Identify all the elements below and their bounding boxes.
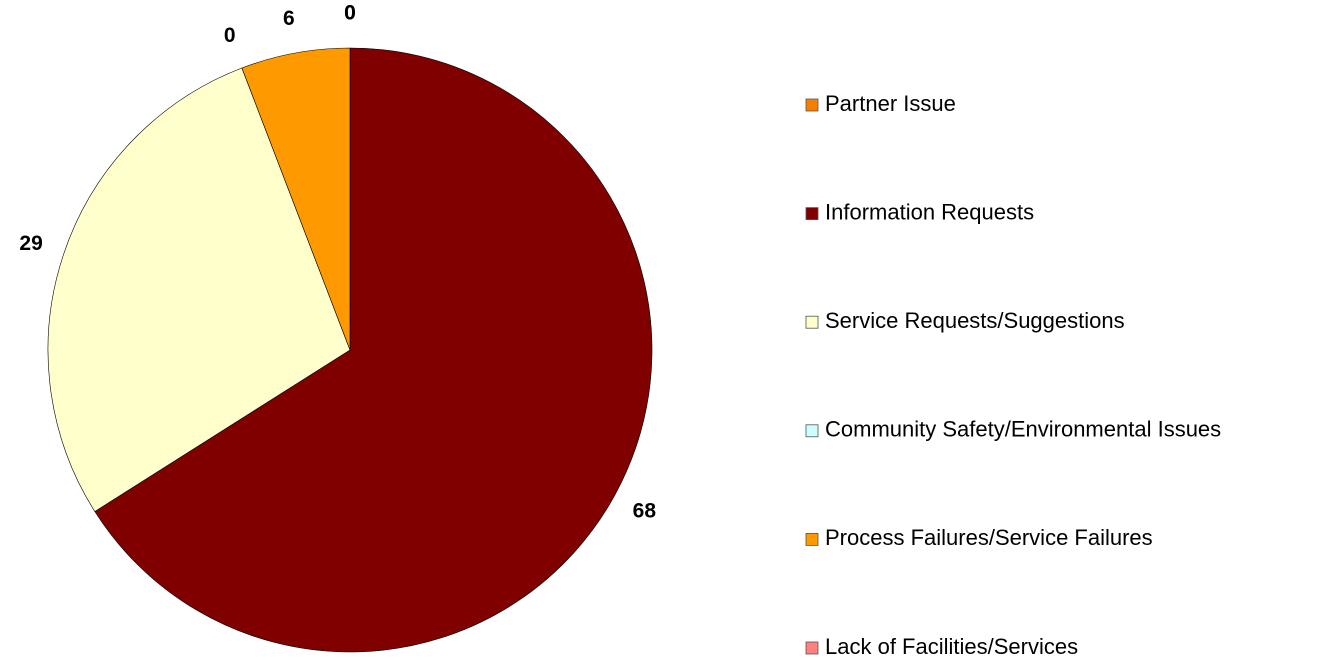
data-label: 68	[633, 500, 657, 523]
legend-swatch	[805, 315, 819, 329]
data-label: 0	[344, 2, 356, 25]
legend-label: Lack of Facilities/Services	[825, 634, 1078, 659]
legend-label: Information Requests	[825, 199, 1034, 224]
pie-slice	[94, 47, 653, 653]
legend-swatch	[805, 641, 819, 655]
legend-label: Process Failures/Service Failures	[825, 525, 1153, 550]
legend-swatch	[805, 424, 819, 438]
data-label: 0	[344, 2, 356, 25]
legend-label: Community Safety/Environmental Issues	[825, 417, 1221, 442]
pie-slice	[47, 67, 351, 512]
legend-swatch	[805, 98, 819, 112]
data-label: 0	[224, 24, 236, 47]
legend-label: Partner Issue	[825, 91, 956, 116]
legend-label: Service Requests/Suggestions	[825, 308, 1125, 333]
data-label: 29	[19, 232, 42, 255]
pie-slice	[241, 47, 351, 351]
legend-swatch	[805, 533, 819, 546]
data-label: 6	[283, 7, 295, 30]
legend-swatch	[805, 207, 819, 221]
